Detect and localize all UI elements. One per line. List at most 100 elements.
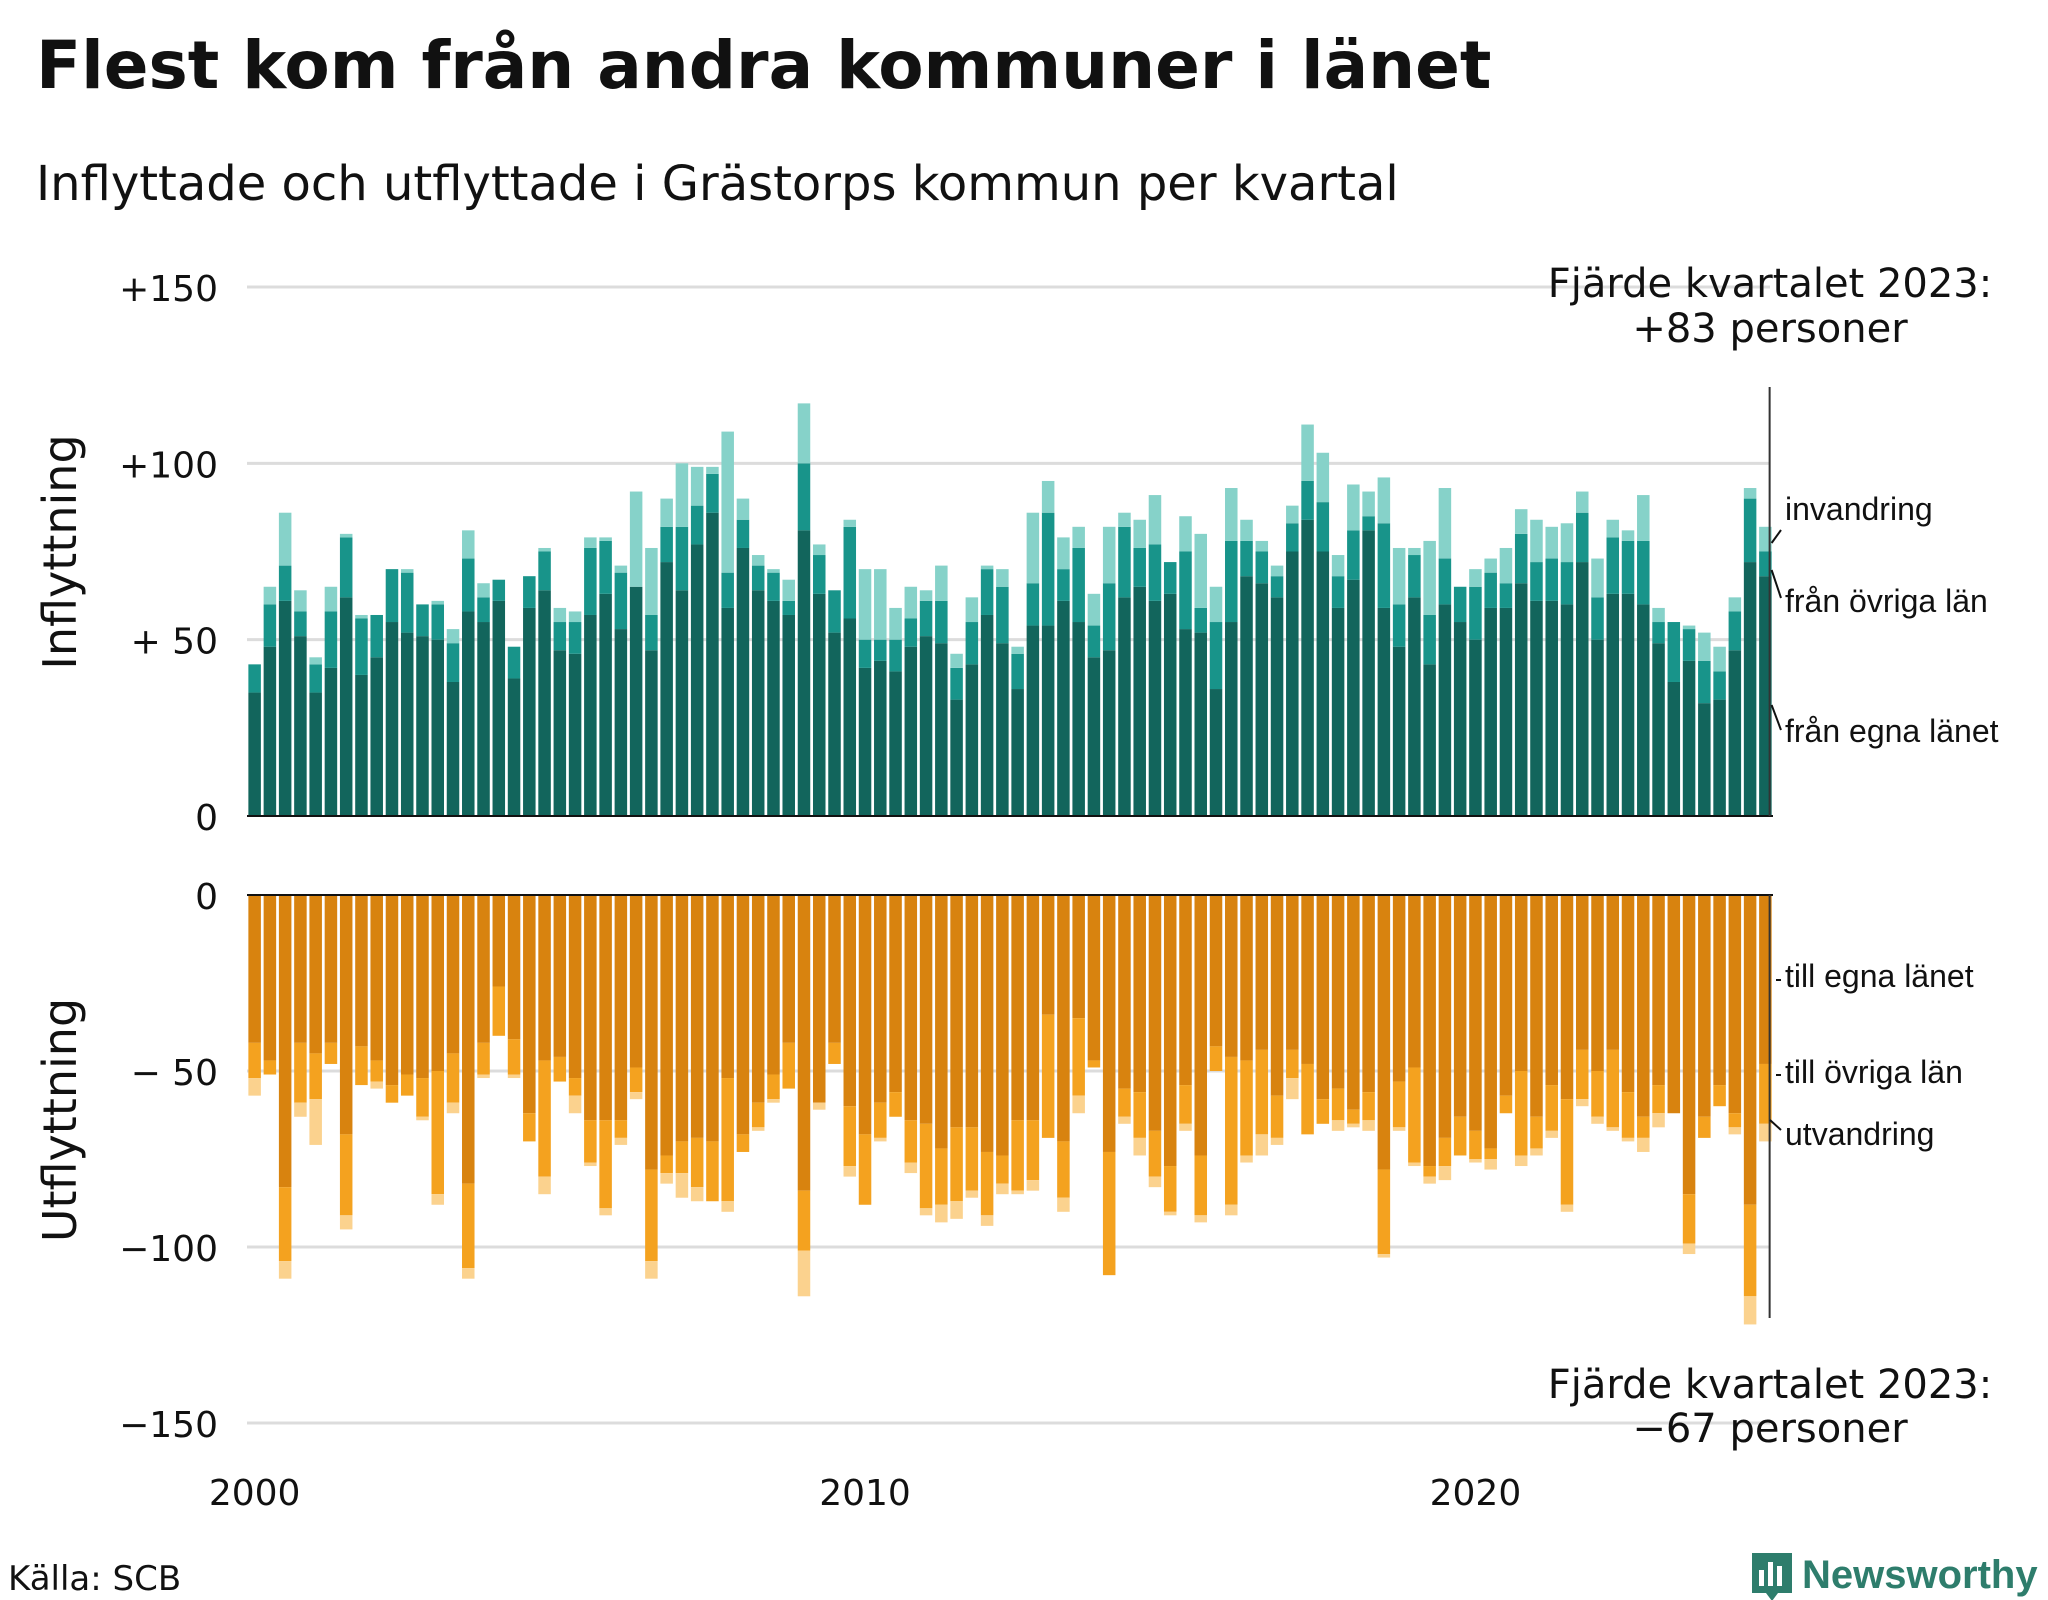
bar-fran-ovriga-lan: [507, 646, 521, 679]
bar-fran-egna-lanet: [385, 622, 399, 816]
bar-fran-egna-lanet: [568, 653, 582, 816]
bar-utvandring: [446, 1102, 460, 1114]
bar-fran-egna-lanet: [507, 678, 521, 816]
bar-fran-ovriga-lan: [1728, 611, 1742, 651]
bar-utvandring: [904, 1162, 918, 1174]
bar-till-egna-lanet: [1026, 895, 1040, 1121]
bar-till-ovriga-lan: [1163, 1166, 1177, 1212]
bar-utvandring: [690, 1187, 704, 1202]
bar-till-egna-lanet: [1545, 895, 1558, 1086]
bar-fran-ovriga-lan: [1316, 502, 1330, 552]
bar-fran-ovriga-lan: [660, 526, 673, 563]
bar-invandring: [690, 466, 704, 506]
bar-till-ovriga-lan: [416, 1078, 429, 1117]
bar-fran-ovriga-lan: [599, 540, 612, 594]
bar-fran-ovriga-lan: [690, 505, 704, 545]
bar-till-egna-lanet: [1759, 895, 1772, 1064]
label-fran-egna-lanet: från egna länet: [1785, 713, 1999, 749]
bar-till-egna-lanet: [278, 895, 292, 1188]
y-tick-label: +100: [119, 445, 218, 486]
bar-invandring: [1575, 491, 1589, 513]
bar-utvandring: [1637, 1137, 1650, 1152]
bar-invandring: [812, 544, 826, 556]
bar-till-ovriga-lan: [568, 1078, 582, 1096]
bar-till-egna-lanet: [858, 895, 872, 1135]
bar-utvandring: [1118, 1116, 1131, 1124]
bar-till-ovriga-lan: [614, 1120, 628, 1138]
bar-till-ovriga-lan: [339, 1134, 353, 1216]
bar-till-ovriga-lan: [1392, 1081, 1406, 1128]
bar-till-egna-lanet: [507, 895, 521, 1040]
bar-till-ovriga-lan: [1072, 1018, 1085, 1096]
bar-fran-ovriga-lan: [1072, 547, 1085, 623]
bar-fran-egna-lanet: [965, 664, 979, 816]
bar-till-ovriga-lan: [1286, 1049, 1299, 1079]
bar-till-ovriga-lan: [1713, 1085, 1726, 1107]
bar-till-egna-lanet: [660, 895, 673, 1156]
bar-fran-egna-lanet: [1316, 551, 1330, 816]
bar-utvandring: [1408, 1162, 1421, 1167]
bar-utvandring: [1545, 1130, 1558, 1138]
bar-utvandring: [874, 1137, 887, 1142]
bar-fran-egna-lanet: [1652, 643, 1665, 816]
bar-utvandring: [1148, 1176, 1162, 1188]
y-tick-label: − 50: [131, 1053, 218, 1094]
bar-invandring: [477, 583, 490, 598]
bar-fran-ovriga-lan: [1225, 540, 1238, 623]
bar-till-ovriga-lan: [1377, 1169, 1391, 1255]
bar-till-egna-lanet: [721, 895, 734, 1079]
bar-fran-ovriga-lan: [1499, 583, 1513, 608]
bar-till-ovriga-lan: [843, 1106, 857, 1167]
bar-fran-ovriga-lan: [736, 519, 750, 548]
bar-utvandring: [1194, 1215, 1208, 1223]
bar-invandring: [935, 565, 948, 601]
leader-line: [1770, 704, 1782, 731]
bar-fran-ovriga-lan: [965, 622, 979, 665]
y-axis-label-outflow: Utflyttning: [33, 998, 87, 1242]
bar-fran-ovriga-lan: [1667, 622, 1681, 682]
bar-invandring: [1591, 558, 1604, 598]
bar-till-ovriga-lan: [1514, 1071, 1528, 1156]
bar-fran-ovriga-lan: [568, 622, 582, 654]
bar-till-ovriga-lan: [1057, 1141, 1070, 1198]
bar-invandring: [1133, 519, 1146, 548]
bar-fran-ovriga-lan: [553, 622, 567, 651]
bar-fran-ovriga-lan: [1347, 530, 1360, 580]
bar-utvandring: [1606, 1127, 1620, 1131]
bar-fran-egna-lanet: [1255, 583, 1269, 816]
bar-till-ovriga-lan: [767, 1074, 780, 1100]
bar-utvandring: [675, 1173, 689, 1198]
bar-invandring: [1743, 488, 1757, 499]
bar-till-egna-lanet: [1057, 895, 1070, 1142]
bar-till-ovriga-lan: [1743, 1204, 1757, 1297]
bar-utvandring: [309, 1099, 322, 1145]
bar-till-ovriga-lan: [629, 1067, 643, 1093]
source-note: Källa: SCB: [8, 1559, 181, 1599]
chart-title: Flest kom från andra kommuner i länet: [36, 27, 1491, 104]
bar-invandring: [767, 569, 780, 573]
bar-till-ovriga-lan: [294, 1042, 307, 1103]
bar-invandring: [675, 463, 689, 527]
bar-utvandring: [1682, 1243, 1696, 1255]
bar-fran-egna-lanet: [1713, 699, 1726, 816]
bar-invandring: [736, 498, 750, 520]
bar-fran-ovriga-lan: [614, 572, 628, 630]
bar-fran-egna-lanet: [1102, 650, 1116, 816]
bar-fran-egna-lanet: [767, 600, 780, 816]
leader-line: [1770, 569, 1782, 599]
bar-fran-ovriga-lan: [1392, 604, 1406, 647]
bar-fran-ovriga-lan: [706, 473, 719, 513]
bar-till-egna-lanet: [1575, 895, 1589, 1050]
bar-invandring: [1484, 558, 1497, 573]
bar-fran-egna-lanet: [599, 593, 612, 816]
leader-line: [1769, 1119, 1782, 1131]
bar-invandring: [1713, 646, 1726, 672]
bar-invandring: [294, 590, 307, 612]
x-tick-labels: 2000 2010 2020: [209, 1473, 1521, 1514]
bar-till-ovriga-lan: [1041, 1014, 1055, 1138]
y-tick-label: −100: [119, 1229, 218, 1270]
bar-till-egna-lanet: [385, 895, 399, 1086]
bar-till-ovriga-lan: [904, 1120, 918, 1163]
bar-fran-egna-lanet: [782, 614, 795, 816]
bar-till-ovriga-lan: [675, 1141, 689, 1174]
